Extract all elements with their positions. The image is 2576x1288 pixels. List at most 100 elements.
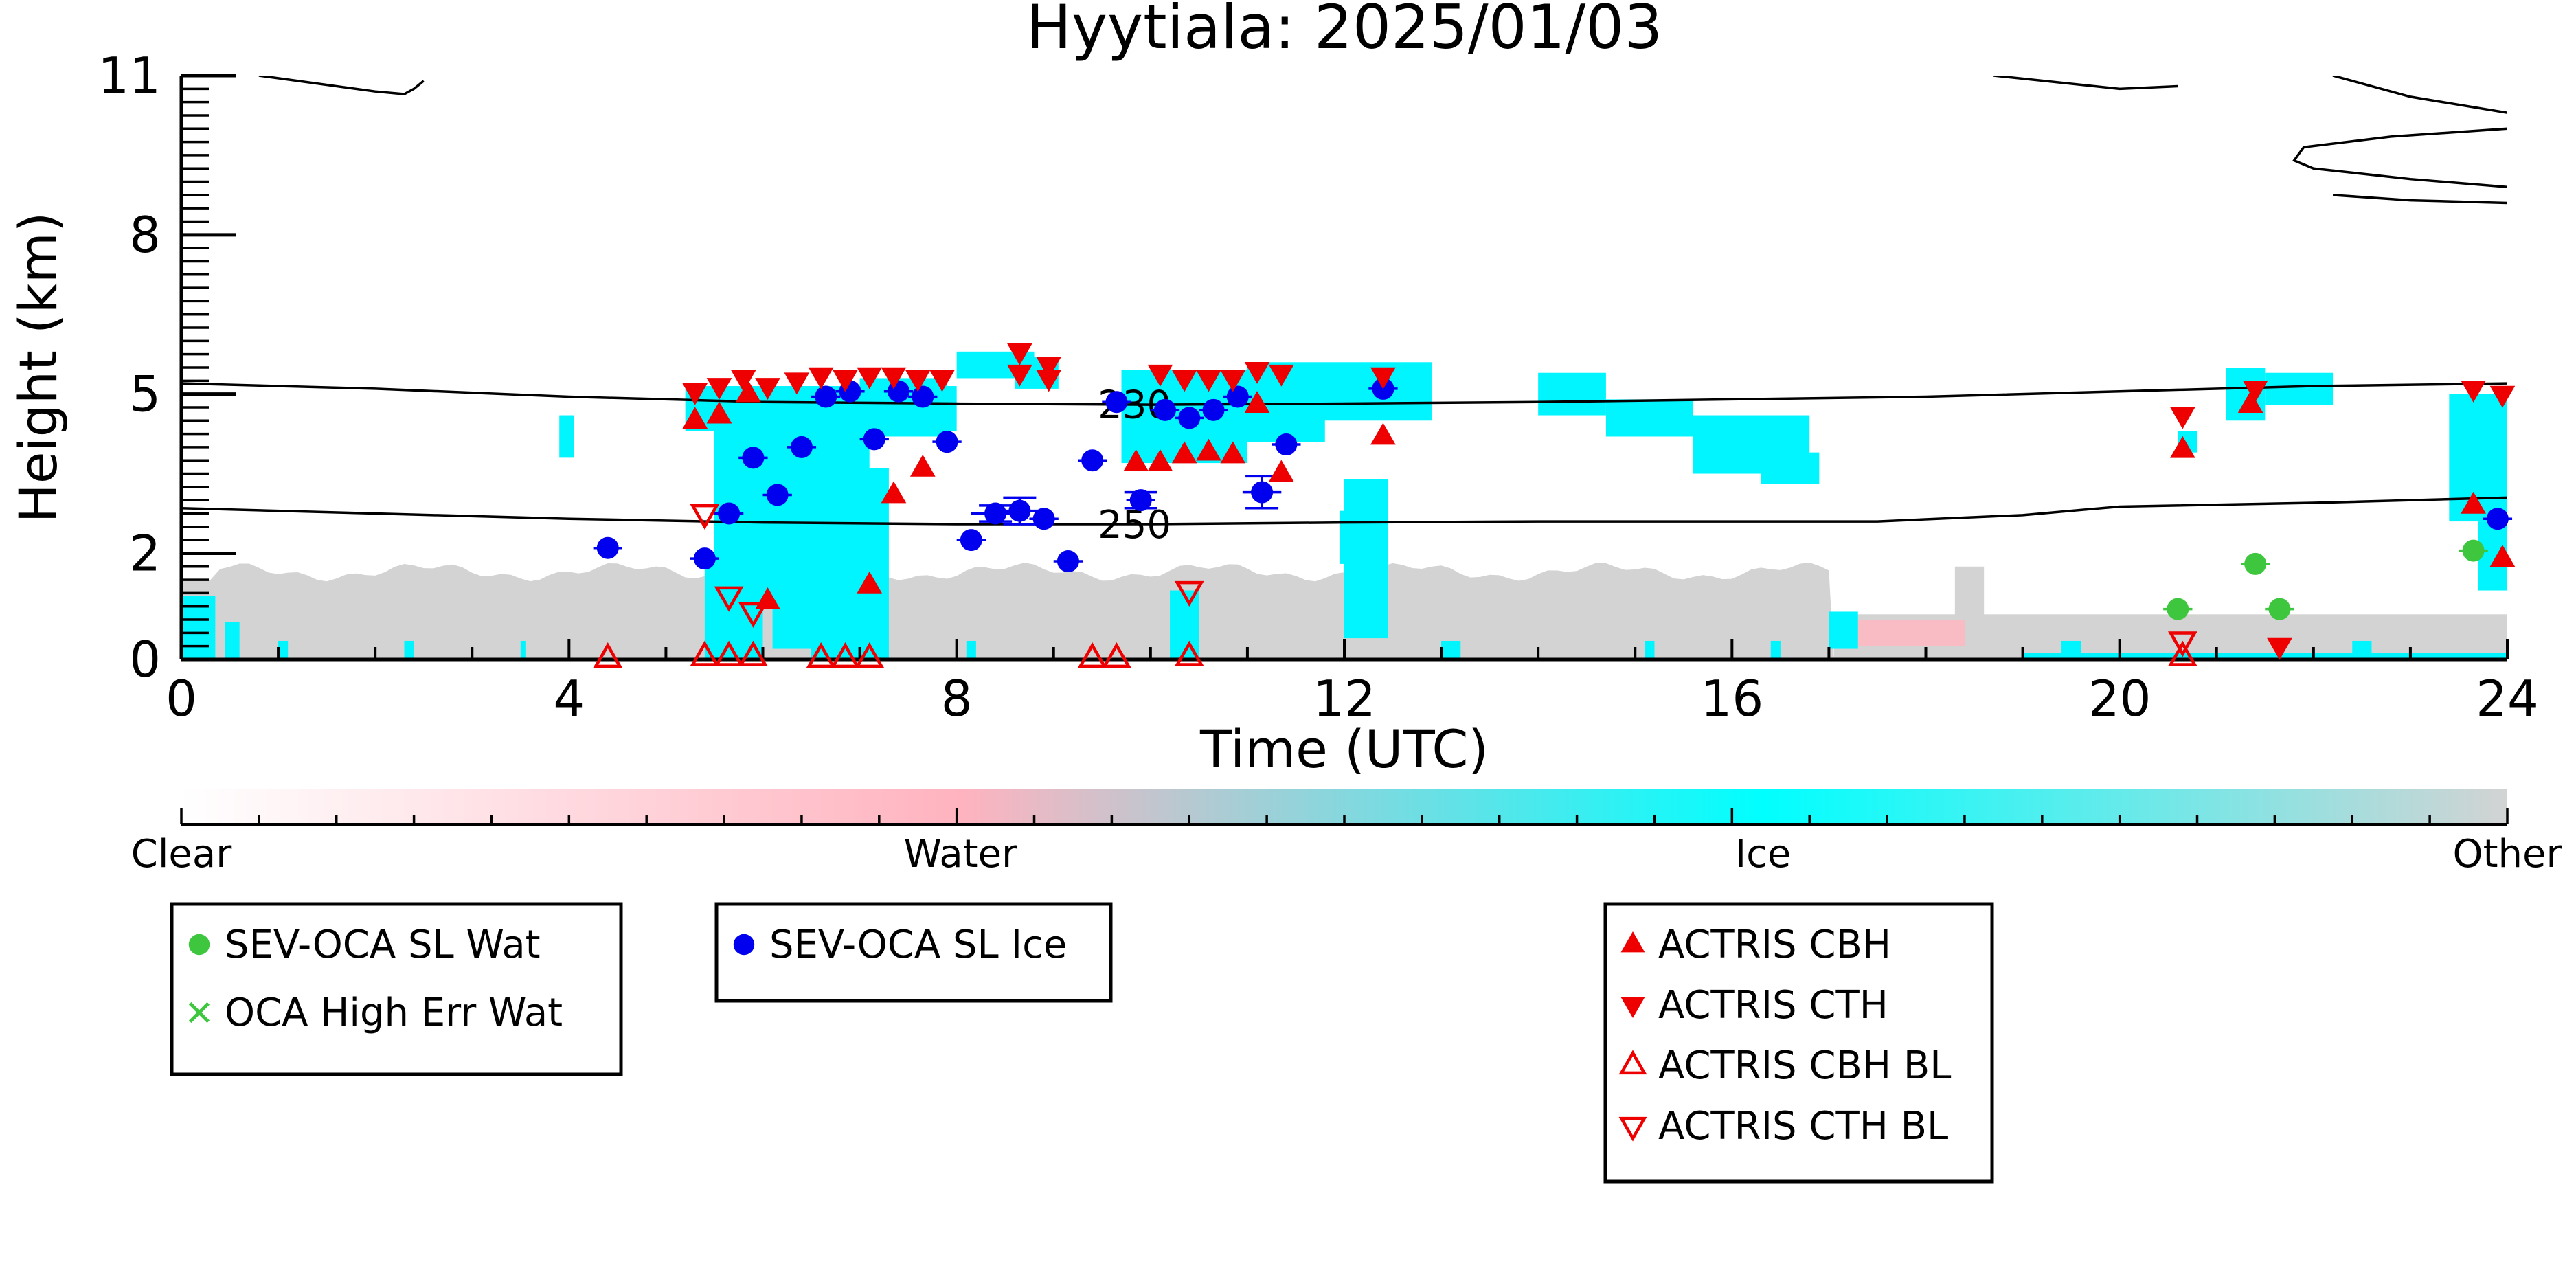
actris-cth-point xyxy=(1036,370,1062,392)
legend-marker-actris-cth-bl xyxy=(1618,1116,1647,1142)
contour-line xyxy=(181,382,2507,406)
ice-region xyxy=(2352,640,2372,659)
ice-region xyxy=(753,420,792,596)
actris-cth-point xyxy=(2489,385,2516,408)
data-markers xyxy=(593,343,2516,668)
actris-cth-point xyxy=(730,370,756,392)
actris-cbh-bl-point xyxy=(806,642,836,668)
legend-label-actris-cth-bl: ACTRIS CTH BL xyxy=(1658,1104,1948,1149)
legend-box: SEV-OCA SL Ice xyxy=(714,902,1113,1003)
sev-oca-sl-ice-point xyxy=(984,502,1007,525)
actris-cth-point xyxy=(1244,361,1270,384)
actris-cbh-point xyxy=(1268,460,1294,482)
y-tick-label: 2 xyxy=(129,524,161,582)
y-tick-label: 8 xyxy=(129,206,161,264)
ice-region xyxy=(404,640,414,659)
sev-oca-sl-ice-point xyxy=(936,431,958,453)
ice-region xyxy=(1761,452,1820,484)
actris-cbh-point xyxy=(1147,449,1173,471)
sev-oca-sl-ice-point xyxy=(1226,385,1249,408)
actris-cbh-bl-point xyxy=(855,642,885,668)
actris-cbh-point xyxy=(706,401,732,424)
legend-label-actris-cth: ACTRIS CTH xyxy=(1658,983,1888,1028)
chart-title: Hyytiala: 2025/01/03 xyxy=(1026,0,1662,63)
colorbar-label: Other xyxy=(2452,832,2562,877)
actris-cbh-bl-point xyxy=(690,640,720,666)
sev-oca-sl-ice-point xyxy=(766,484,789,506)
x-tick-label: 16 xyxy=(1701,670,1764,727)
contour-line xyxy=(2332,76,2507,114)
colorbar-label: Water xyxy=(904,832,1019,877)
legend-label-actris-cbh: ACTRIS CBH xyxy=(1658,923,1891,967)
sev-oca-sl-ice-point xyxy=(718,502,741,525)
actris-cth-point xyxy=(1171,370,1197,392)
legend-marker-sev-oca-sl-ice xyxy=(733,934,755,956)
actris-cbh-point xyxy=(1123,449,1149,471)
ice-region xyxy=(811,468,889,659)
legend-label-sev-oca-sl-ice: SEV-OCA SL Ice xyxy=(769,923,1067,967)
sev-oca-sl-ice-point xyxy=(1178,407,1201,429)
sev-oca-sl-ice-point xyxy=(1105,391,1128,414)
sev-oca-sl-ice-point xyxy=(1129,489,1152,512)
actris-cth-point xyxy=(929,370,955,392)
actris-cbh-bl-point xyxy=(1102,642,1131,668)
actris-cth-point xyxy=(1196,370,1221,392)
actris-cbh-point xyxy=(682,407,708,429)
legend-marker-actris-cbh-bl xyxy=(1618,1050,1647,1075)
actris-cbh-point xyxy=(1196,438,1221,461)
actris-cbh-bl-point xyxy=(593,642,623,668)
actris-cth-bl-point xyxy=(2168,631,2197,657)
contour-label: 250 xyxy=(1098,503,1171,547)
legend-label-oca-high-err-wat: OCA High Err Wat xyxy=(225,991,563,1035)
actris-cth-point xyxy=(857,367,883,389)
actris-cbh-bl-point xyxy=(1174,640,1204,666)
legend-marker-oca-high-err-wat-stroke xyxy=(188,1002,210,1024)
actris-cth-point xyxy=(2267,637,2292,660)
sev-oca-sl-ice-point xyxy=(1275,433,1298,456)
sev-oca-sl-ice-point xyxy=(815,385,837,408)
contour-line xyxy=(1993,76,2178,91)
legend-marker-sev-oca-sl-wat xyxy=(188,934,210,956)
ice-region xyxy=(1388,372,1427,416)
ice-region xyxy=(1829,611,1858,649)
x-tick-label: 20 xyxy=(2088,670,2151,727)
actris-cbh-bl-point xyxy=(714,640,744,666)
actris-cth-point xyxy=(2242,381,2268,403)
sev-oca-sl-ice-point xyxy=(863,428,885,451)
x-tick-label: 12 xyxy=(1313,670,1376,727)
ice-region xyxy=(1645,640,1655,659)
colorbar-label: Ice xyxy=(1735,832,1792,877)
axes: 0 4 8 12 16 20 24 0 2 5 8 11 xyxy=(98,47,2538,727)
actris-cbh-point xyxy=(1370,422,1396,445)
legend-box: SEV-OCA SL Wat OCA High Err Wat xyxy=(170,902,623,1076)
actris-cbh-point xyxy=(857,571,883,594)
ice-region xyxy=(1538,372,1606,416)
ice-region xyxy=(966,640,976,659)
legend-frame xyxy=(714,902,1113,1003)
actris-cth-point xyxy=(784,372,810,395)
x-tick-label: 8 xyxy=(941,670,973,727)
legend-marker-oca-high-err-wat xyxy=(188,1002,210,1024)
actris-cth-bl-point xyxy=(1174,580,1204,607)
actris-cth-point xyxy=(1220,370,1246,392)
actris-cbh-point xyxy=(735,380,761,403)
sev-oca-sl-ice-point xyxy=(1251,481,1274,504)
sev-oca-sl-ice-point xyxy=(1032,508,1055,530)
ice-region xyxy=(1339,510,1379,564)
legend-frame xyxy=(1603,902,1994,1184)
sev-oca-sl-ice-point xyxy=(742,447,765,469)
y-tick-label: 0 xyxy=(129,631,161,688)
ice-region xyxy=(1170,590,1199,659)
sev-oca-sl-ice-point xyxy=(596,536,619,559)
actris-cth-point xyxy=(1268,364,1294,387)
legend-box: ACTRIS CBH ACTRIS CTH ACTRIS CBH BL ACTRIS … xyxy=(1603,902,1994,1184)
ice-region xyxy=(559,415,574,458)
actris-cth-point xyxy=(1007,343,1032,365)
contour-line xyxy=(181,496,2507,526)
sev-oca-sl-ice-point xyxy=(2486,508,2509,530)
sev-oca-sl-ice-point xyxy=(1057,550,1079,573)
colorbar-label: Clear xyxy=(131,832,232,877)
x-tick-label: 0 xyxy=(166,670,197,727)
